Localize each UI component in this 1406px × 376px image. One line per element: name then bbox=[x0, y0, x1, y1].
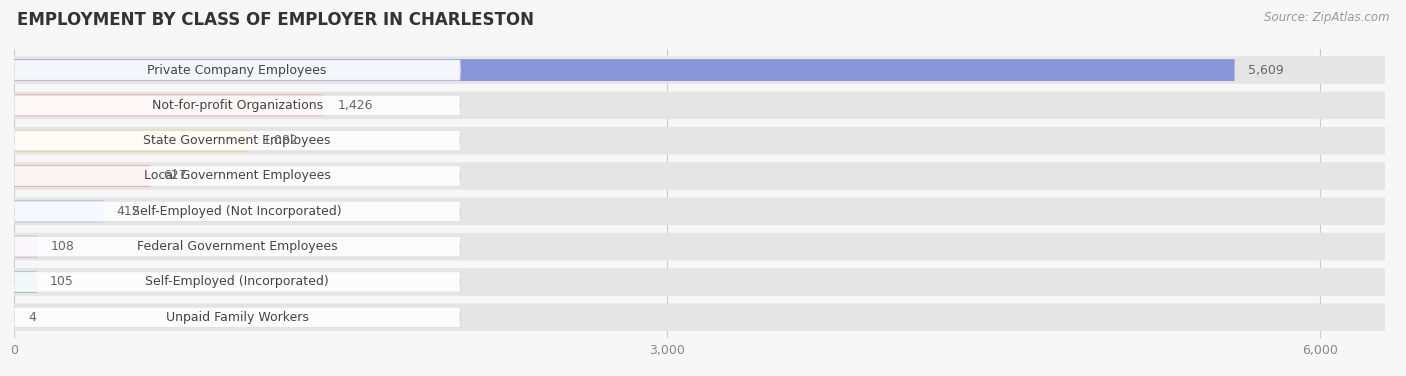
Text: 412: 412 bbox=[117, 205, 141, 218]
FancyBboxPatch shape bbox=[14, 162, 1385, 190]
FancyBboxPatch shape bbox=[14, 130, 460, 151]
FancyBboxPatch shape bbox=[14, 59, 1234, 81]
Text: Local Government Employees: Local Government Employees bbox=[143, 170, 330, 182]
FancyBboxPatch shape bbox=[14, 127, 1385, 155]
FancyBboxPatch shape bbox=[14, 166, 460, 186]
Text: 4: 4 bbox=[28, 311, 37, 324]
FancyBboxPatch shape bbox=[14, 200, 104, 222]
Text: 1,426: 1,426 bbox=[337, 99, 373, 112]
Text: Private Company Employees: Private Company Employees bbox=[148, 64, 326, 77]
FancyBboxPatch shape bbox=[14, 94, 325, 116]
Text: Self-Employed (Not Incorporated): Self-Employed (Not Incorporated) bbox=[132, 205, 342, 218]
Text: Federal Government Employees: Federal Government Employees bbox=[136, 240, 337, 253]
Text: Source: ZipAtlas.com: Source: ZipAtlas.com bbox=[1264, 11, 1389, 24]
FancyBboxPatch shape bbox=[14, 92, 1385, 119]
FancyBboxPatch shape bbox=[14, 60, 460, 80]
Text: Self-Employed (Incorporated): Self-Employed (Incorporated) bbox=[145, 275, 329, 288]
FancyBboxPatch shape bbox=[14, 233, 1385, 260]
FancyBboxPatch shape bbox=[14, 272, 460, 292]
FancyBboxPatch shape bbox=[14, 237, 460, 257]
Text: Unpaid Family Workers: Unpaid Family Workers bbox=[166, 311, 308, 324]
Text: 105: 105 bbox=[51, 275, 75, 288]
Text: 108: 108 bbox=[51, 240, 75, 253]
FancyBboxPatch shape bbox=[14, 268, 1385, 296]
FancyBboxPatch shape bbox=[14, 307, 460, 327]
FancyBboxPatch shape bbox=[14, 130, 249, 152]
Text: State Government Employees: State Government Employees bbox=[143, 134, 330, 147]
Text: Not-for-profit Organizations: Not-for-profit Organizations bbox=[152, 99, 322, 112]
Text: 1,082: 1,082 bbox=[263, 134, 298, 147]
Text: EMPLOYMENT BY CLASS OF EMPLOYER IN CHARLESTON: EMPLOYMENT BY CLASS OF EMPLOYER IN CHARL… bbox=[17, 11, 534, 29]
FancyBboxPatch shape bbox=[14, 271, 37, 293]
FancyBboxPatch shape bbox=[14, 95, 460, 115]
FancyBboxPatch shape bbox=[14, 303, 1385, 331]
FancyBboxPatch shape bbox=[14, 236, 38, 258]
FancyBboxPatch shape bbox=[14, 201, 460, 221]
FancyBboxPatch shape bbox=[14, 165, 150, 187]
FancyBboxPatch shape bbox=[14, 197, 1385, 225]
Text: 627: 627 bbox=[163, 170, 187, 182]
Text: 5,609: 5,609 bbox=[1247, 64, 1284, 77]
FancyBboxPatch shape bbox=[14, 56, 1385, 84]
